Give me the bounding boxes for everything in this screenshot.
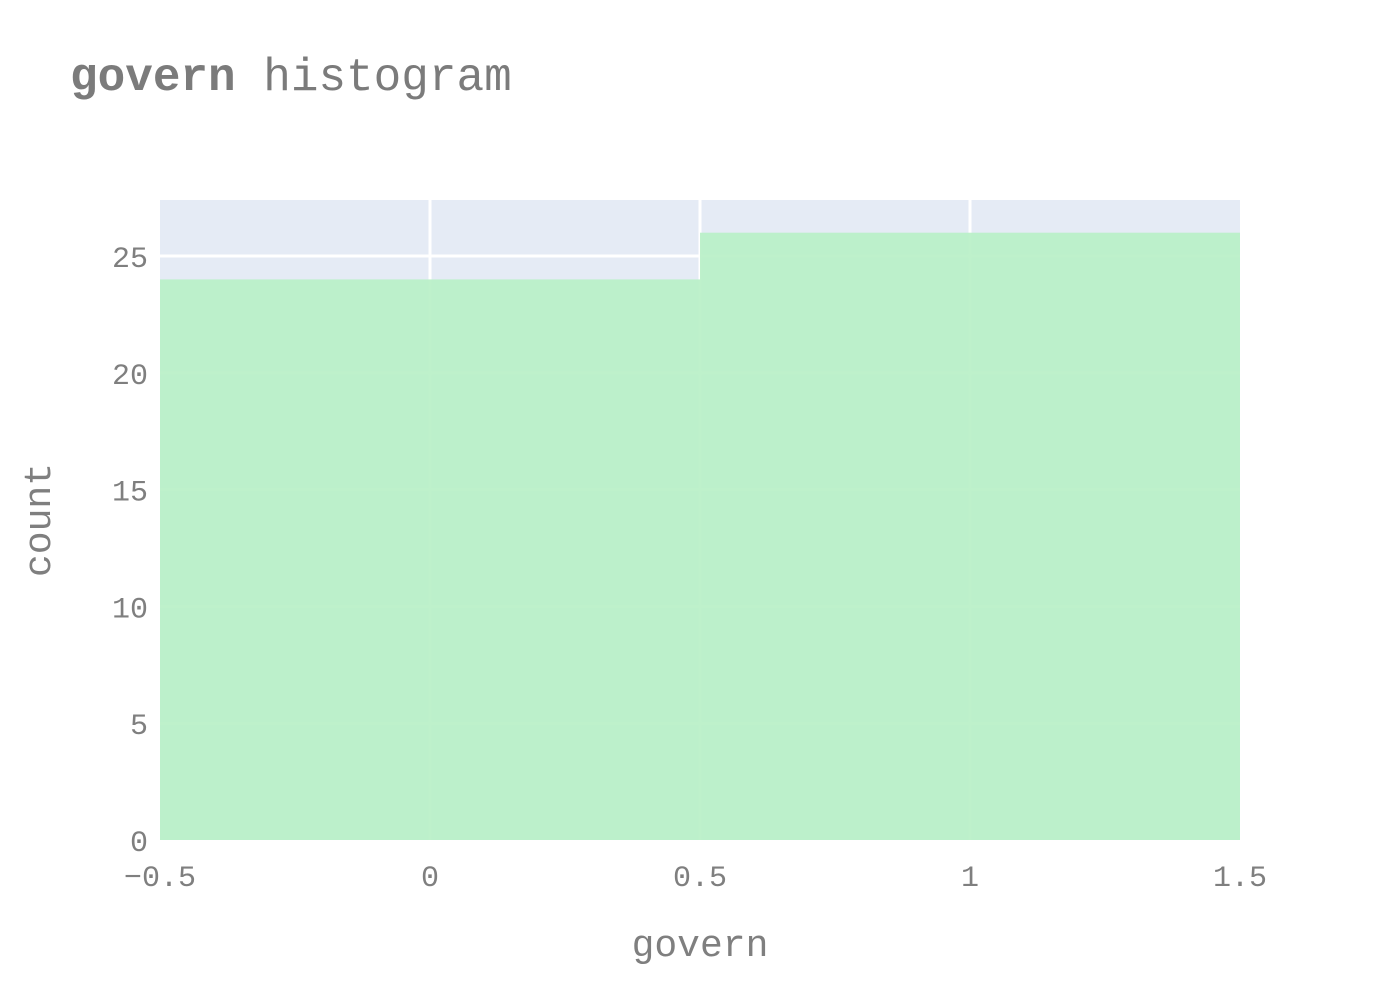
y-tick-label: 0: [130, 827, 148, 861]
x-axis-ticks: −0.5 0 0.5 1 1.5: [124, 862, 1267, 896]
y-tick-label: 25: [112, 243, 148, 277]
x-tick-label: 0: [421, 862, 439, 896]
y-tick-label: 10: [112, 593, 148, 627]
histogram-bar: [160, 279, 700, 841]
y-tick-label: 20: [112, 360, 148, 394]
histogram-bar: [700, 232, 1240, 840]
y-axis-ticks: 0 5 10 15 20 25: [112, 243, 148, 861]
y-tick-label: 15: [112, 477, 148, 511]
chart-title-bold: govern: [70, 52, 236, 104]
histogram-bars: [160, 232, 1240, 841]
x-axis-title: govern: [632, 925, 769, 968]
y-axis-title: count: [19, 463, 62, 577]
x-tick-label: 0.5: [673, 862, 727, 896]
x-tick-label: −0.5: [124, 862, 196, 896]
chart-title-rest: histogram: [235, 52, 512, 104]
x-tick-label: 1: [961, 862, 979, 896]
y-tick-label: 5: [130, 710, 148, 744]
chart-title: govern histogram: [70, 52, 512, 104]
x-tick-label: 1.5: [1213, 862, 1267, 896]
